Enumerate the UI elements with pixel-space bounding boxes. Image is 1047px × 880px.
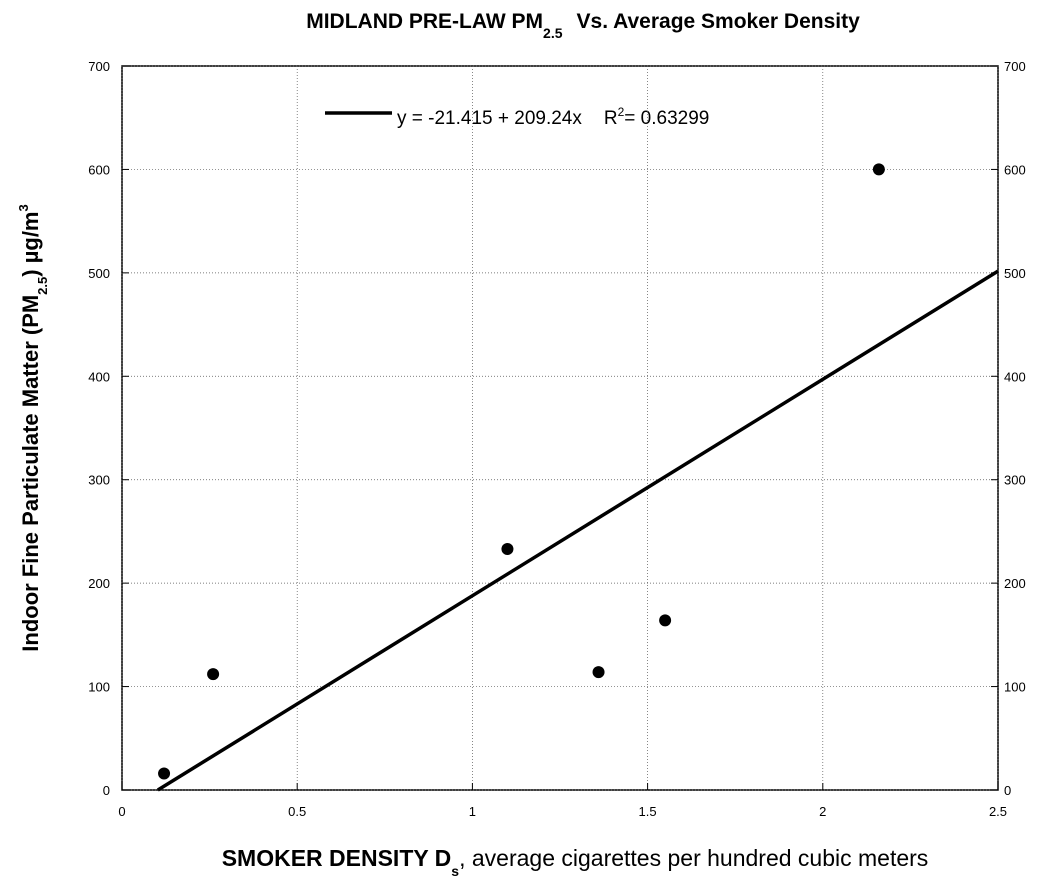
y-tick-label: 400 (88, 369, 110, 384)
y2-tick-label: 700 (1004, 59, 1026, 74)
y-tick-label: 100 (88, 680, 110, 695)
x-tick-label: 1.5 (639, 804, 657, 819)
y2-tick-label: 400 (1004, 369, 1026, 384)
x-tick-label: 2 (819, 804, 826, 819)
point (872, 163, 885, 176)
point (158, 767, 171, 780)
y2-tick-label: 500 (1004, 266, 1026, 281)
y-axis-label: Indoor Fine Particulate Matter (PM2.5) µ… (16, 204, 50, 651)
y-tick-label: 0 (103, 783, 110, 798)
y-tick-label: 700 (88, 59, 110, 74)
point (659, 614, 672, 627)
y-tick-label: 500 (88, 266, 110, 281)
y2-tick-label: 0 (1004, 783, 1011, 798)
plot-frame (121, 65, 999, 791)
y-tick-label: 600 (88, 162, 110, 177)
y2-tick-label: 200 (1004, 576, 1026, 591)
point (592, 666, 605, 679)
y2-tick-label: 100 (1004, 680, 1026, 695)
x-tick-label: 0.5 (288, 804, 306, 819)
legend-text: y = -21.415 + 209.24x R2= 0.63299 (397, 105, 709, 129)
x-tick-label: 1 (469, 804, 476, 819)
y-tick-label: 300 (88, 473, 110, 488)
point (501, 543, 514, 556)
chart-title: MIDLAND PRE-LAW PM2.5 Vs. Average Smoker … (306, 10, 860, 41)
y2-tick-label: 300 (1004, 473, 1026, 488)
x-axis-label: SMOKER DENSITY Ds, average cigarettes pe… (222, 845, 929, 879)
fit-line (156, 269, 999, 792)
point (207, 668, 220, 681)
x-tick-label: 0 (118, 804, 125, 819)
y-tick-label: 200 (88, 576, 110, 591)
y2-tick-label: 600 (1004, 162, 1026, 177)
x-tick-label: 2.5 (989, 804, 1007, 819)
